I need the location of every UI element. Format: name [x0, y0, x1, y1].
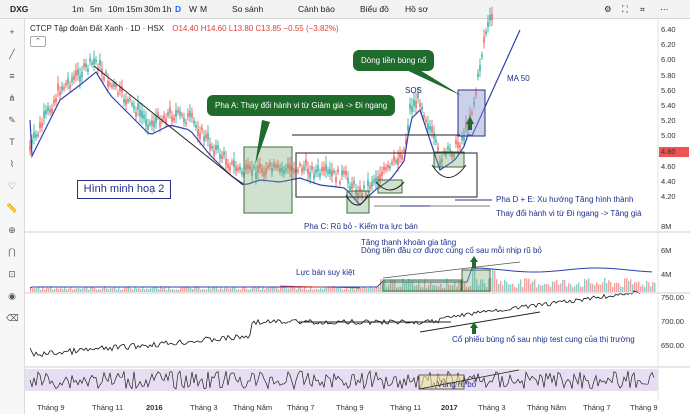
- horizontal-line-icon[interactable]: ≡: [9, 71, 15, 81]
- shakeout-zone-label: Vùng rũ bỏ: [437, 380, 477, 389]
- phase-de-label-1: Pha D + E: Xu hướng Tăng hình thành: [496, 195, 634, 204]
- time-tick-10: Tháng Năm: [527, 403, 567, 412]
- profile-button[interactable]: Hồ sơ: [405, 4, 429, 14]
- compare-button[interactable]: So sánh: [232, 4, 264, 14]
- price-tick-9: 4.60: [661, 161, 676, 171]
- interval-10m[interactable]: 10m: [108, 4, 125, 14]
- time-tick-2: 2016: [146, 403, 163, 412]
- time-tick-3: Tháng 3: [190, 403, 218, 412]
- time-tick-7: Tháng 11: [390, 403, 422, 412]
- camera-icon[interactable]: ⌗: [640, 4, 645, 14]
- time-tick-0: Tháng 9: [37, 403, 65, 412]
- trendline-icon[interactable]: ╱: [9, 49, 15, 59]
- price-tick-1: 6.20: [661, 40, 676, 50]
- high-value: H14.60: [200, 24, 227, 33]
- pitchfork-icon[interactable]: ⋔: [8, 93, 16, 103]
- time-tick-11: Tháng 7: [583, 403, 611, 412]
- magnet-icon[interactable]: ⋂: [8, 247, 16, 257]
- price-tick-7: 5.00: [661, 131, 676, 141]
- price-tick-11: 4.20: [661, 192, 676, 202]
- interval-1m[interactable]: 1m: [72, 4, 84, 14]
- interval-1h[interactable]: 1h: [162, 4, 172, 14]
- eye-icon[interactable]: ◉: [8, 291, 16, 301]
- pattern-icon[interactable]: ⌇: [9, 159, 15, 169]
- crosshair-icon[interactable]: +: [9, 27, 15, 37]
- ma50-label: MA 50: [507, 74, 530, 83]
- time-tick-5: Tháng 7: [287, 403, 315, 412]
- symbol-label[interactable]: DXG: [10, 4, 29, 14]
- liquidity-label-2: Dòng tiền đầu cơ được củng cố sau mỗi nh…: [361, 246, 542, 255]
- time-tick-8: 2017: [441, 403, 458, 412]
- index-tick-1: 700.00: [661, 317, 684, 326]
- drawing-toolbar: + ╱ ≡ ⋔ ✎ T ⌇ ♡ 📏 ⊕ ⋂ ⊡ ◉ ⌫: [0, 19, 25, 414]
- interval-30m[interactable]: 30m: [144, 4, 161, 14]
- time-tick-4: Tháng Năm: [233, 403, 273, 412]
- figure-label: Hình minh hoạ 2: [77, 180, 171, 199]
- phase-c-label: Pha C: Rũ bỏ - Kiểm tra lực bán: [304, 222, 418, 231]
- settings-icon[interactable]: ⚙: [604, 4, 612, 14]
- price-tick-0: 6.40: [661, 25, 676, 34]
- brush-icon[interactable]: ✎: [8, 115, 16, 125]
- phase-de-label-2: Thay đổi hành vi từ Đi ngang -> Tăng giá: [496, 209, 642, 218]
- collapse-icon[interactable]: ⌃: [30, 36, 46, 47]
- more-icon[interactable]: ⋯: [660, 4, 669, 14]
- money-flow-callout: Dòng tiền bùng nổ: [353, 50, 435, 71]
- time-tick-6: Tháng 9: [336, 403, 364, 412]
- interval-5m[interactable]: 5m: [90, 4, 102, 14]
- price-tick-8: 4.80: [661, 146, 676, 156]
- volume-tick-1: 6M: [661, 246, 672, 255]
- price-tick-3: 5.80: [661, 70, 676, 80]
- fullscreen-icon[interactable]: ⛶: [622, 4, 628, 14]
- trash-icon[interactable]: ⌫: [6, 313, 19, 323]
- volume-tick-2: 4M: [661, 270, 672, 279]
- time-tick-9: Tháng 3: [478, 403, 506, 412]
- index-tick-0: 750.00: [661, 293, 684, 302]
- chart-style-button[interactable]: Biểu đồ: [360, 4, 389, 14]
- liquidity-label-1: Tăng thanh khoản gia tăng: [361, 238, 457, 247]
- time-tick-1: Tháng 11: [92, 403, 124, 412]
- lock-icon[interactable]: ⊡: [8, 269, 16, 279]
- interval-d[interactable]: D: [175, 4, 182, 14]
- heart-icon[interactable]: ♡: [7, 181, 17, 191]
- top-toolbar: DXG 1m 5m 10m 15m 30m 1h D W M So sánh C…: [0, 0, 690, 19]
- index-pane: [29, 290, 641, 358]
- phase-a-callout: Pha A: Thay đổi hành vi từ Giảm giá -> Đ…: [207, 95, 396, 116]
- price-tick-6: 5.20: [661, 116, 676, 126]
- index-tick-2: 650.00: [661, 341, 684, 350]
- time-tick-12: Tháng 9: [630, 403, 658, 412]
- interval-15m[interactable]: 15m: [126, 4, 143, 14]
- interval-m[interactable]: M: [200, 4, 208, 14]
- sos-label: SOS: [405, 86, 422, 95]
- open-value: O14.40: [172, 24, 199, 33]
- text-icon[interactable]: T: [9, 137, 15, 147]
- change-value: −0.55 (−3.82%): [283, 24, 339, 33]
- oscillator-pane: [25, 369, 658, 391]
- price-tick-10: 4.40: [661, 177, 676, 186]
- price-tick-4: 5.60: [661, 85, 676, 95]
- price-tick-2: 6.00: [661, 55, 676, 65]
- ruler-icon[interactable]: 📏: [6, 203, 18, 213]
- price-tick-5: 5.40: [661, 101, 676, 110]
- interval-w[interactable]: W: [189, 4, 198, 14]
- zoom-icon[interactable]: ⊕: [8, 225, 16, 235]
- selling-exhausted-label: Lực bán suy kiệt: [296, 268, 355, 277]
- close-value: C13.85: [255, 24, 282, 33]
- chart-title: CTCP Tập đoàn Đất Xanh · 1D · HSX: [30, 24, 164, 33]
- low-value: L13.80: [228, 24, 254, 33]
- ohlc-header: CTCP Tập đoàn Đất Xanh · 1D · HSX O14.40…: [30, 24, 339, 33]
- alerts-button[interactable]: Cảnh báo: [298, 4, 335, 14]
- breakout-label: Cổ phiếu bùng nổ sau nhịp test cung của …: [452, 335, 635, 344]
- volume-tick-0: 8M: [661, 222, 672, 231]
